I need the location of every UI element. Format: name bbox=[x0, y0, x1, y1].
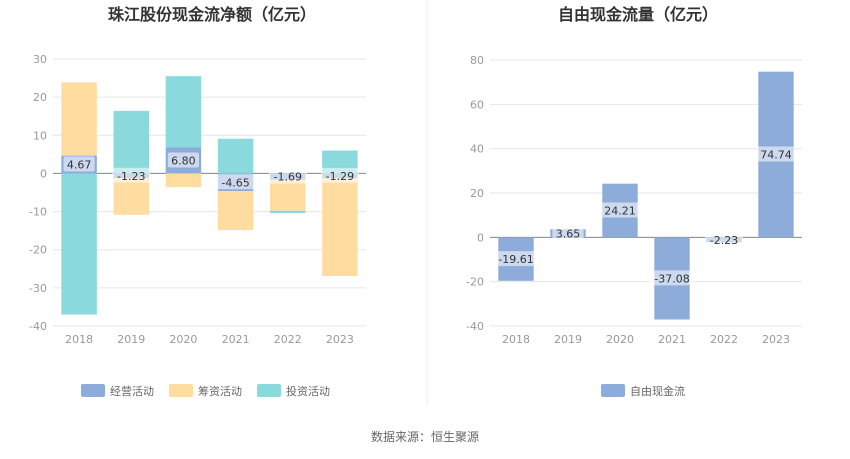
value-label-bg bbox=[601, 202, 639, 218]
bar-2023-series-1 bbox=[322, 178, 358, 276]
value-label-bg bbox=[649, 270, 695, 286]
x-tick-label: 2019 bbox=[117, 333, 145, 346]
value-label-bg bbox=[757, 146, 795, 162]
cashflow-chart: 珠江股份现金流净额（亿元） 30 20 10 0 -10 -20 -30 -40 4.67 -1… bbox=[29, 5, 366, 398]
legend-item-label: 自由现金流 bbox=[630, 384, 685, 398]
value-label-bg bbox=[705, 231, 743, 247]
value-label-bg bbox=[63, 156, 95, 172]
free-cashflow-y-axis: 80 60 40 20 0 -20 -40 bbox=[466, 54, 484, 333]
y-tick-label: 40 bbox=[470, 143, 484, 156]
cashflow-gridlines bbox=[53, 58, 366, 327]
y-tick-label: 30 bbox=[33, 53, 47, 66]
cashflow-chart-title: 珠江股份现金流净额（亿元） bbox=[108, 5, 316, 24]
free-cashflow-legend: 自由现金流 bbox=[601, 384, 685, 398]
source-note: 数据来源：恒生聚源 bbox=[371, 429, 479, 444]
x-tick-label: 2022 bbox=[710, 333, 738, 346]
y-tick-label: -30 bbox=[29, 282, 47, 295]
value-label-bg bbox=[552, 225, 584, 241]
x-tick-label: 2023 bbox=[326, 333, 354, 346]
value-label-bg bbox=[112, 167, 151, 183]
free-cashflow-value-labels: -19.61 3.65 24.21 -37.08 -2.23 74.74 bbox=[493, 146, 795, 286]
value-label-bg bbox=[320, 167, 359, 183]
y-tick-label: -20 bbox=[466, 276, 484, 289]
bar-2021-series-1 bbox=[217, 191, 254, 231]
y-tick-label: 10 bbox=[33, 129, 47, 142]
value-label-2023: -1.29 bbox=[326, 170, 354, 183]
y-tick-label: 20 bbox=[33, 91, 47, 104]
cashflow-x-axis: 2018 2019 2020 2021 2022 2023 bbox=[65, 333, 354, 346]
free-cashflow-x-axis: 2018 2019 2020 2021 2022 2023 bbox=[502, 333, 790, 346]
x-tick-label: 2023 bbox=[762, 333, 790, 346]
value-label-2020: 24.21 bbox=[604, 205, 636, 218]
y-tick-label: 80 bbox=[470, 54, 484, 67]
y-tick-label: 0 bbox=[477, 231, 484, 244]
cashflow-value-labels: 4.67 -1.23 6.80 -4.65 -1.69 -1.29 bbox=[63, 152, 359, 190]
value-label-2019: 3.65 bbox=[556, 227, 581, 240]
x-tick-label: 2020 bbox=[606, 333, 634, 346]
y-tick-label: -40 bbox=[466, 320, 484, 333]
free-cashflow-chart: 自由现金流量（亿元） 80 60 40 20 0 -20 -40 -19.61 3.65 24.… bbox=[466, 5, 802, 398]
value-label-bg bbox=[167, 152, 200, 168]
bar-2019-series-2 bbox=[113, 110, 149, 174]
legend-swatch bbox=[81, 384, 105, 397]
free-cashflow-chart-title: 自由现金流量（亿元） bbox=[558, 5, 718, 24]
free-cashflow-gridlines bbox=[490, 59, 802, 327]
bar-2019-series-1 bbox=[113, 178, 149, 215]
bar-2020-series-2 bbox=[165, 76, 202, 148]
value-label-2018: -19.61 bbox=[498, 253, 533, 266]
y-tick-label: -10 bbox=[29, 206, 47, 219]
value-label-bg bbox=[493, 251, 539, 267]
x-tick-label: 2019 bbox=[554, 333, 582, 346]
y-tick-label: 20 bbox=[470, 187, 484, 200]
bar-2022-series-1 bbox=[270, 179, 306, 211]
x-tick-label: 2020 bbox=[169, 333, 197, 346]
value-label-bg bbox=[216, 174, 255, 190]
value-label-2019: -1.23 bbox=[117, 170, 145, 183]
value-label-2022: -1.69 bbox=[274, 171, 302, 184]
cashflow-bars bbox=[61, 76, 358, 315]
bar-2020-series-1 bbox=[165, 173, 202, 188]
bar-2018-series-2 bbox=[61, 173, 97, 315]
y-tick-label: 60 bbox=[470, 98, 484, 111]
y-tick-label: -20 bbox=[29, 244, 47, 257]
y-tick-label: -40 bbox=[29, 320, 47, 333]
y-tick-label: 0 bbox=[40, 167, 47, 180]
legend-swatch bbox=[169, 384, 193, 397]
value-label-2021: -37.08 bbox=[654, 272, 689, 285]
value-label-2018: 4.67 bbox=[67, 159, 92, 172]
value-label-bg bbox=[268, 168, 307, 184]
cashflow-y-axis: 30 20 10 0 -10 -20 -30 -40 bbox=[29, 53, 47, 333]
value-label-2022: -2.23 bbox=[710, 234, 738, 247]
free-cashflow-bars bbox=[498, 71, 794, 320]
bar-2022-series-2 bbox=[270, 210, 306, 214]
x-tick-label: 2018 bbox=[502, 333, 530, 346]
bar-2021-series-2 bbox=[217, 138, 254, 174]
legend-swatch bbox=[257, 384, 281, 397]
x-tick-label: 2021 bbox=[222, 333, 250, 346]
x-tick-label: 2022 bbox=[274, 333, 302, 346]
x-tick-label: 2021 bbox=[658, 333, 686, 346]
value-label-2023: 74.74 bbox=[760, 148, 792, 161]
legend-item-label: 投资活动 bbox=[286, 384, 330, 398]
legend-item-label: 筹资活动 bbox=[198, 384, 242, 398]
x-tick-label: 2018 bbox=[65, 333, 93, 346]
value-label-2020: 6.80 bbox=[171, 154, 196, 167]
legend-item-label: 经营活动 bbox=[110, 384, 154, 398]
value-label-2021: -4.65 bbox=[221, 176, 249, 189]
bar-2023-series-2 bbox=[322, 150, 358, 174]
cashflow-legend: 经营活动 筹资活动 投资活动 bbox=[81, 384, 330, 398]
bar-2018-series-1 bbox=[61, 82, 97, 156]
legend-swatch bbox=[601, 384, 625, 397]
